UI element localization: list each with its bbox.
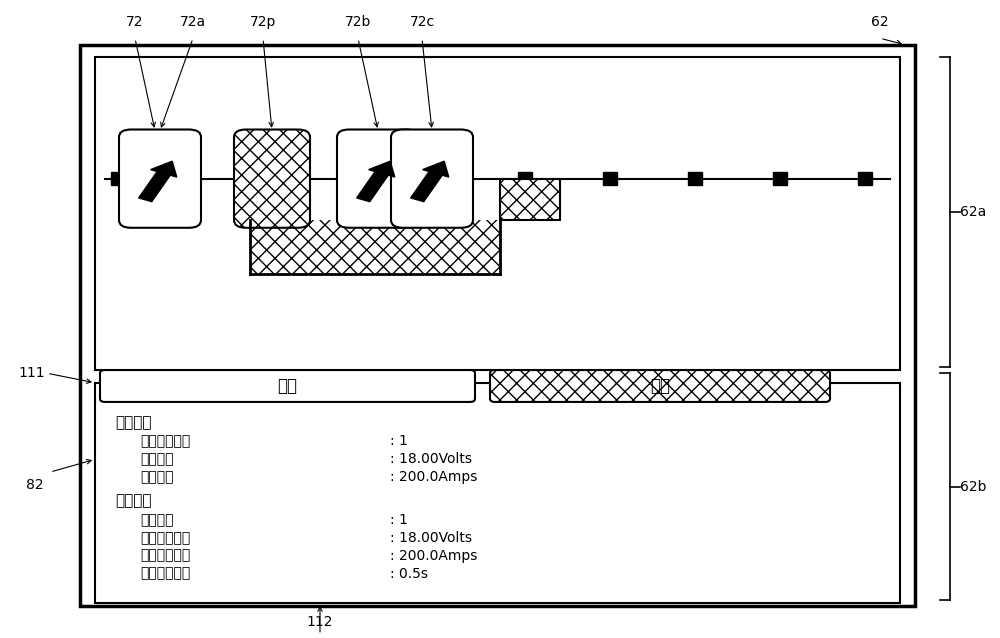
FancyArrow shape: [139, 161, 177, 202]
Bar: [175, 172, 189, 185]
Text: 焊接电压: 焊接电压: [140, 452, 174, 466]
Text: 112: 112: [307, 615, 333, 629]
Text: 焊口处理电流: 焊口处理电流: [140, 549, 190, 563]
Text: 72a: 72a: [180, 15, 206, 29]
Text: 焊接数据编号: 焊接数据编号: [140, 434, 190, 449]
Text: 详细: 详细: [650, 377, 670, 395]
Bar: [448, 172, 462, 185]
Text: : 200.0Amps: : 200.0Amps: [390, 549, 477, 563]
Bar: [288, 172, 302, 185]
FancyBboxPatch shape: [234, 130, 310, 228]
Text: 82: 82: [26, 478, 44, 492]
Text: : 1: : 1: [390, 513, 408, 527]
Text: 111: 111: [19, 366, 45, 380]
Text: 焊接结束: 焊接结束: [115, 493, 152, 508]
Text: 焊口处理电压: 焊口处理电压: [140, 531, 190, 545]
Bar: [398, 172, 412, 185]
Bar: [250, 220, 500, 274]
Text: : 18.00Volts: : 18.00Volts: [390, 531, 472, 545]
Bar: [80, 45, 915, 606]
Text: : 200.0Amps: : 200.0Amps: [390, 470, 477, 484]
Bar: [95, 383, 900, 603]
Text: 72b: 72b: [345, 15, 371, 29]
Text: 62b: 62b: [960, 480, 986, 494]
Bar: [95, 57, 900, 370]
FancyBboxPatch shape: [337, 130, 419, 228]
FancyBboxPatch shape: [119, 130, 201, 228]
Text: 编程: 编程: [278, 377, 298, 395]
Bar: [773, 172, 787, 185]
Text: : 1: : 1: [390, 434, 408, 449]
Text: 72: 72: [126, 15, 144, 29]
FancyBboxPatch shape: [100, 370, 475, 402]
Text: 焊接编号: 焊接编号: [140, 513, 174, 527]
FancyArrow shape: [357, 161, 395, 202]
Text: : 18.00Volts: : 18.00Volts: [390, 452, 472, 466]
Text: : 0.5s: : 0.5s: [390, 567, 428, 581]
FancyBboxPatch shape: [391, 130, 473, 228]
Text: 72p: 72p: [250, 15, 276, 29]
FancyBboxPatch shape: [490, 370, 830, 402]
Bar: [500, 179, 560, 220]
Bar: [111, 172, 125, 185]
Bar: [518, 172, 532, 185]
Bar: [603, 172, 617, 185]
Text: 焊接电流: 焊接电流: [140, 470, 174, 484]
FancyArrow shape: [411, 161, 449, 202]
Text: 62a: 62a: [960, 205, 986, 219]
Bar: [348, 172, 362, 185]
Bar: [858, 172, 872, 185]
Text: 72c: 72c: [409, 15, 435, 29]
Bar: [688, 172, 702, 185]
Text: 焊口处理时间: 焊口处理时间: [140, 567, 190, 581]
Text: 焊接开始: 焊接开始: [115, 415, 152, 430]
Text: 62: 62: [871, 15, 889, 29]
Bar: [241, 172, 255, 185]
